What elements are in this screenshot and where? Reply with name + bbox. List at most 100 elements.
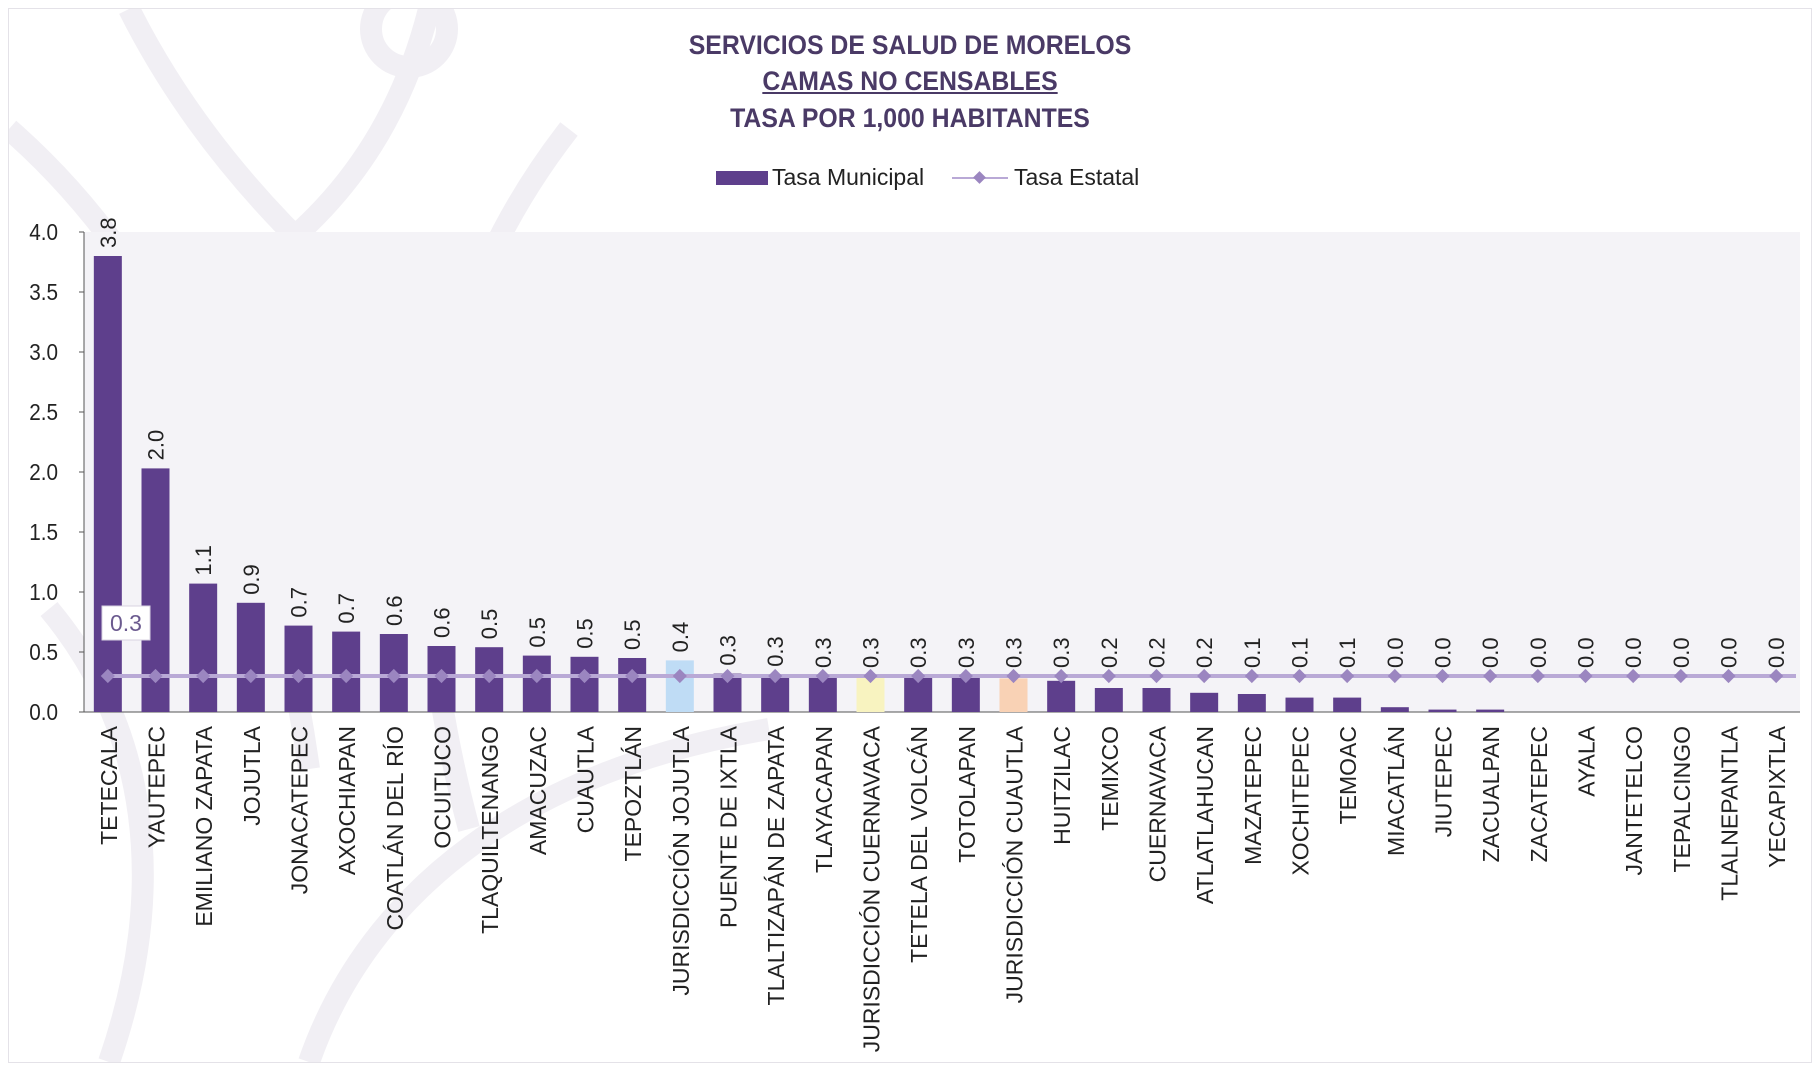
y-tick-label: 3.0 xyxy=(29,339,58,365)
bar-value-label: 0.7 xyxy=(334,593,359,624)
state-rate-marker xyxy=(1435,668,1450,684)
state-rate-marker xyxy=(1054,668,1069,684)
y-tick-label: 0.0 xyxy=(29,699,58,725)
y-tick-label: 3.5 xyxy=(29,279,58,305)
state-rate-marker xyxy=(1387,668,1402,684)
category-label: TEPALCINGO xyxy=(1669,726,1695,873)
category-label: MAZATEPEC xyxy=(1240,726,1266,865)
bar xyxy=(1142,688,1171,712)
bar-value-label: 0.0 xyxy=(1764,637,1789,668)
category-label: JONACATEPEC xyxy=(287,726,313,894)
state-rate-marker xyxy=(768,668,783,684)
category-label: COATLÁN DEL RÍO xyxy=(382,726,408,930)
bar-value-label: 0.0 xyxy=(1383,637,1408,668)
bar xyxy=(1047,680,1076,712)
state-rate-marker xyxy=(148,668,163,684)
chart-title-line-1: SERVICIOS DE SALUD DE MORELOS xyxy=(688,30,1132,60)
state-rate-marker xyxy=(1721,668,1736,684)
bar-value-label: 0.3 xyxy=(1002,637,1027,668)
bar-value-label: 0.3 xyxy=(906,637,931,668)
category-label: TLALNEPANTLA xyxy=(1717,725,1743,900)
bar xyxy=(1094,688,1123,712)
bar-value-label: 0.2 xyxy=(1192,637,1217,668)
y-tick-label: 0.5 xyxy=(29,639,58,665)
category-label: CUAUTLA xyxy=(573,725,599,833)
category-label: HUITZILAC xyxy=(1049,726,1075,845)
state-rate-marker xyxy=(100,668,115,684)
category-label: AXOCHIAPAN xyxy=(334,726,360,875)
bar-value-label: 0.0 xyxy=(1574,637,1599,668)
bar-value-label: 0.3 xyxy=(811,637,836,668)
category-label: TLAQUILTENANGO xyxy=(477,726,503,934)
bar-value-label: 2.0 xyxy=(144,430,169,461)
bar xyxy=(522,655,551,712)
bar xyxy=(1285,697,1314,712)
bar-value-label: 3.8 xyxy=(96,217,121,248)
category-label: TEMOAC xyxy=(1335,726,1361,824)
y-tick-label: 1.0 xyxy=(29,579,58,605)
y-tick-label: 2.0 xyxy=(29,459,58,485)
category-label: ATLATLAHUCAN xyxy=(1192,726,1218,904)
category-label: TETELA DEL VOLCÁN xyxy=(906,726,932,963)
state-rate-marker xyxy=(1340,668,1355,684)
bar-value-label: 0.7 xyxy=(287,587,312,618)
state-rate-marker xyxy=(529,668,544,684)
bar-value-label: 0.1 xyxy=(1288,637,1313,668)
category-label: TLALTIZAPÁN DE ZAPATA xyxy=(763,725,789,1005)
bar xyxy=(1190,692,1219,712)
bar-value-label: 0.6 xyxy=(382,595,407,626)
category-label: EMILIANO ZAPATA xyxy=(191,725,217,926)
bar-value-label: 0.5 xyxy=(573,618,598,649)
category-label: JOJUTLA xyxy=(239,725,265,825)
state-rate-marker xyxy=(1673,668,1688,684)
chart-title-line-2: CAMAS NO CENSABLES xyxy=(762,66,1058,96)
y-tick-label: 4.0 xyxy=(29,219,58,245)
bar-value-label: 0.6 xyxy=(430,607,455,638)
bar-value-label: 0.5 xyxy=(620,619,645,650)
state-rate-marker xyxy=(482,668,497,684)
legend-line-swatch xyxy=(952,170,1008,186)
category-label: JIUTEPEC xyxy=(1431,726,1457,837)
bar xyxy=(570,656,599,712)
bar-value-label: 0.3 xyxy=(716,635,741,666)
state-rate-marker xyxy=(625,668,640,684)
state-rate-marker xyxy=(196,668,211,684)
bar xyxy=(1476,709,1505,712)
bar xyxy=(1237,694,1266,712)
category-label: TEPOZTLÁN xyxy=(620,726,646,861)
bar-value-label: 0.5 xyxy=(477,609,502,640)
state-rate-marker xyxy=(720,668,735,684)
legend-label-municipal: Tasa Municipal xyxy=(772,164,925,190)
category-label: AYALA xyxy=(1574,725,1600,796)
state-rate-marker xyxy=(1101,668,1116,684)
bar xyxy=(1428,709,1457,712)
chart-title-line-3: TASA POR 1,000 HABITANTES xyxy=(730,103,1090,133)
category-label: TLAYACAPAN xyxy=(811,726,837,873)
category-label: JURISDICCIÓN CUERNAVACA xyxy=(859,725,885,1052)
category-label: JURISDICCIÓN CUAUTLA xyxy=(1002,725,1028,1003)
bar-value-label: 0.4 xyxy=(668,622,693,653)
state-rate-marker xyxy=(863,668,878,684)
category-label: ZACATEPEC xyxy=(1526,726,1552,862)
chart-legend: Tasa Municipal Tasa Estatal xyxy=(0,164,1820,198)
state-rate-marker xyxy=(291,668,306,684)
state-rate-marker xyxy=(243,668,258,684)
state-rate-marker xyxy=(911,668,926,684)
bar-value-label: 0.1 xyxy=(1240,637,1265,668)
bar xyxy=(1380,707,1409,712)
state-rate-marker xyxy=(815,668,830,684)
state-rate-marker xyxy=(577,668,592,684)
state-rate-marker xyxy=(1483,668,1498,684)
bar-value-label: 0.2 xyxy=(1097,637,1122,668)
bar-value-label: 0.3 xyxy=(763,636,788,667)
bar xyxy=(189,583,218,712)
state-rate-label: 0.3 xyxy=(110,610,142,636)
bar-highlight xyxy=(665,660,694,712)
bar-value-label: 0.2 xyxy=(1145,637,1170,668)
bar-value-label: 0.0 xyxy=(1621,637,1646,668)
category-label: JANTETELCO xyxy=(1621,726,1647,876)
category-label: YAUTEPEC xyxy=(144,726,170,848)
bar-value-label: 0.0 xyxy=(1478,637,1503,668)
state-rate-marker xyxy=(1530,668,1545,684)
